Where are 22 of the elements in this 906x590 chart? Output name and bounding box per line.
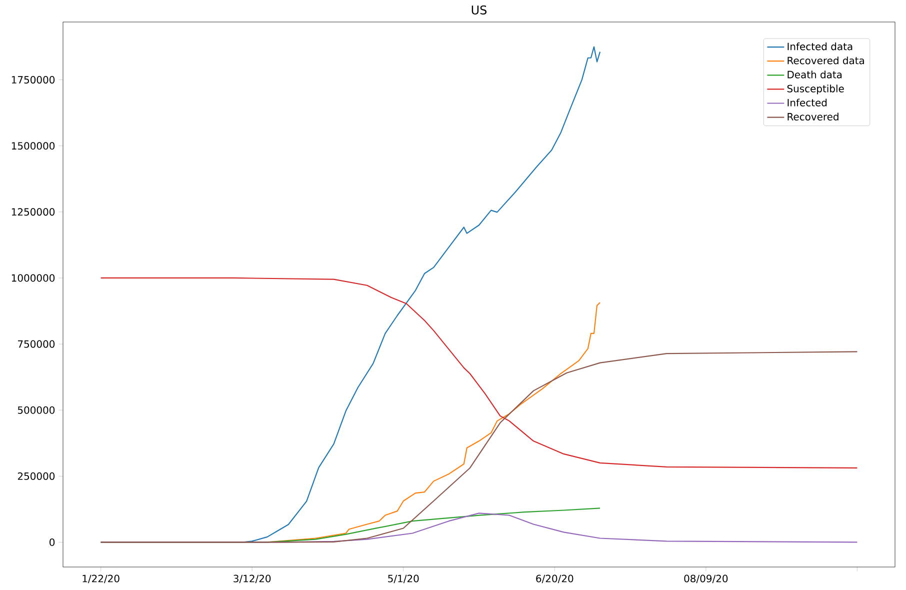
y-tick-label: 1500000 xyxy=(12,142,55,150)
y-tick-label: 250000 xyxy=(18,472,55,480)
legend-label: Infected data xyxy=(788,42,852,50)
chart-title: US xyxy=(472,5,487,14)
x-tick-label: 1/22/20 xyxy=(82,574,120,584)
line-series xyxy=(100,277,858,469)
x-tick-label: 6/20/20 xyxy=(536,574,574,584)
y-tick-label: 1750000 xyxy=(12,76,55,84)
x-tick-label: 3/12/20 xyxy=(234,574,271,584)
legend-label: Recovered data xyxy=(788,56,864,64)
y-tick-label: 0 xyxy=(50,538,55,546)
y-tick-label: 500000 xyxy=(18,406,55,414)
y-tick-label: 750000 xyxy=(18,340,55,348)
x-tick-label: 08/09/20 xyxy=(684,574,728,584)
y-tick-label: 1250000 xyxy=(12,208,55,216)
line-series xyxy=(100,351,858,543)
legend-label: Death data xyxy=(788,70,842,78)
x-tick-label: 5/1/20 xyxy=(388,574,419,584)
legend-label: Susceptible xyxy=(787,84,844,94)
y-tick-label: 1000000 xyxy=(12,274,55,282)
legend-label: Infected xyxy=(788,98,827,106)
legend-label: Recovered xyxy=(788,112,838,120)
